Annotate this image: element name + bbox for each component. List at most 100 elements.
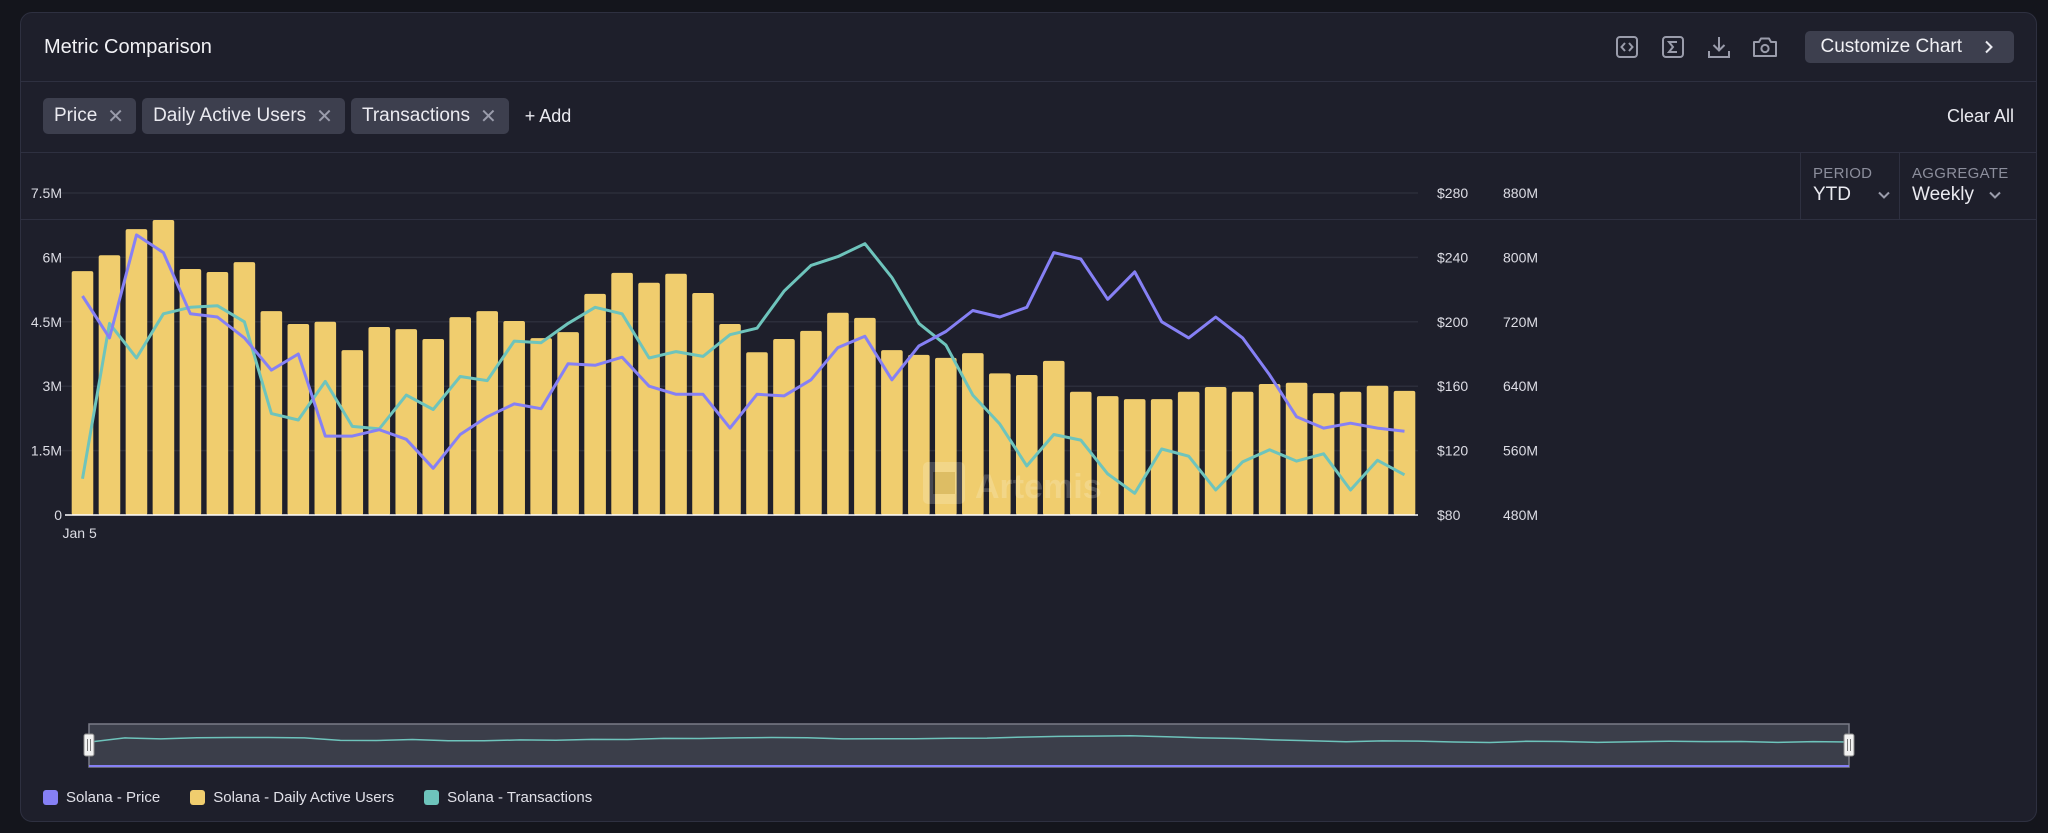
dau-bar[interactable] — [1393, 390, 1416, 515]
chip-label: Price — [54, 105, 98, 126]
y-tick-left: 7.5M — [31, 185, 62, 201]
dau-bar[interactable] — [1339, 391, 1362, 515]
dau-bar[interactable] — [530, 338, 552, 515]
dau-bar[interactable] — [98, 255, 121, 515]
range-handle-left[interactable] — [83, 733, 95, 757]
embed-icon[interactable] — [1613, 33, 1641, 61]
dau-bar[interactable] — [1231, 391, 1254, 515]
dau-bar[interactable] — [1042, 360, 1065, 515]
chip-label: Transactions — [361, 105, 470, 126]
dau-bar[interactable] — [773, 338, 795, 515]
dau-bar[interactable] — [719, 323, 741, 515]
x-tick-label: Jan 5 — [62, 525, 96, 541]
period-label: PERIOD — [1813, 165, 1873, 182]
aggregate-select[interactable]: AGGREGATE Weekly — [1899, 153, 2032, 219]
artemis-watermark: Artemis — [923, 462, 1102, 506]
chart-plot[interactable]: 0 $80 480M 1.5M $120 560M 3M $160 640M 4.5M $200 72… — [21, 173, 2036, 793]
dau-bar[interactable] — [1150, 399, 1173, 515]
card-header: Metric Comparison Customize Chart — [21, 13, 2036, 82]
dau-bar[interactable] — [449, 317, 472, 515]
range-navigator[interactable] — [88, 723, 1850, 768]
sigma-icon[interactable] — [1659, 33, 1687, 61]
dau-bar[interactable] — [935, 357, 957, 515]
dau-bar[interactable] — [179, 268, 202, 515]
remove-icon[interactable]: ✕ — [480, 105, 497, 128]
legend-item-price[interactable]: Solana - Price — [43, 789, 160, 806]
period-select[interactable]: PERIOD YTD — [1800, 153, 1899, 219]
legend-item-daily-active-users[interactable]: Solana - Daily Active Users — [190, 789, 394, 806]
dau-bar[interactable] — [206, 271, 229, 515]
dau-bar[interactable] — [584, 293, 606, 515]
dau-bar[interactable] — [638, 282, 660, 515]
dau-bar[interactable] — [368, 326, 391, 515]
dau-bar[interactable] — [692, 293, 714, 515]
legend-swatch — [424, 790, 440, 805]
dau-bar[interactable] — [422, 338, 445, 515]
customize-chart-label: Customize Chart — [1820, 36, 1963, 57]
legend-swatch — [190, 790, 206, 805]
dau-bar[interactable] — [476, 311, 498, 515]
remove-icon[interactable]: ✕ — [316, 105, 333, 128]
clear-all-button[interactable]: Clear All — [1946, 106, 2014, 126]
download-icon[interactable] — [1705, 33, 1733, 61]
add-metric-button[interactable]: + Add — [524, 105, 572, 126]
remove-icon[interactable]: ✕ — [107, 105, 125, 128]
aggregate-label: AGGREGATE — [1912, 165, 2009, 182]
dau-bar[interactable] — [962, 353, 984, 515]
dau-bar[interactable] — [827, 312, 849, 515]
dau-bar[interactable] — [1069, 391, 1092, 515]
y-tick-transactions: 800M — [1503, 249, 1538, 265]
metric-chips-bar: Price ✕ Daily Active Users ✕ Transaction… — [21, 82, 2036, 153]
transactions-line[interactable] — [81, 242, 1406, 495]
dau-bar[interactable] — [125, 229, 148, 515]
y-tick-left: 3M — [43, 378, 62, 394]
legend-item-transactions[interactable]: Solana - Transactions — [424, 789, 592, 806]
dau-bar[interactable] — [800, 330, 822, 515]
dau-bar[interactable] — [1015, 375, 1038, 515]
dau-bar[interactable] — [557, 332, 579, 515]
y-tick-price: $160 — [1437, 378, 1468, 394]
dau-bar[interactable] — [1123, 399, 1146, 515]
customize-chart-button[interactable]: Customize Chart — [1804, 31, 2014, 63]
dau-bar[interactable] — [152, 220, 175, 515]
price-line[interactable] — [81, 233, 1405, 470]
dau-bar[interactable] — [1366, 385, 1389, 515]
range-handle-right[interactable] — [1843, 733, 1855, 757]
y-tick-price: $240 — [1437, 249, 1468, 265]
dau-bar[interactable] — [1204, 387, 1227, 515]
toolbar: Customize Chart — [1613, 31, 2014, 63]
chip-label: Daily Active Users — [153, 105, 307, 126]
y-tick-transactions: 560M — [1503, 443, 1538, 459]
y-tick-price: $200 — [1437, 314, 1468, 330]
dau-bar[interactable] — [1096, 396, 1119, 515]
y-tick-price: $80 — [1437, 507, 1461, 523]
y-tick-transactions: 720M — [1503, 314, 1538, 330]
dau-bar[interactable] — [233, 262, 256, 515]
dau-bar[interactable] — [989, 373, 1011, 515]
dau-bar[interactable] — [314, 321, 337, 515]
chart-legend: Solana - Price Solana - Daily Active Use… — [43, 789, 592, 806]
chart-controls: PERIOD YTD AGGREGATE Weekly — [21, 153, 2036, 220]
dau-bar[interactable] — [746, 352, 768, 515]
metric-chip-daily-active-users: Daily Active Users ✕ — [142, 98, 345, 134]
y-tick-left: 1.5M — [31, 443, 62, 459]
legend-swatch — [43, 790, 58, 805]
legend-label: Solana - Daily Active Users — [213, 789, 395, 806]
dau-bar[interactable] — [854, 317, 876, 515]
y-tick-price: $120 — [1437, 443, 1468, 459]
dau-bar[interactable] — [881, 350, 903, 515]
dau-bar[interactable] — [1177, 391, 1200, 515]
dau-bar[interactable] — [611, 272, 633, 515]
camera-icon[interactable] — [1751, 33, 1779, 61]
metric-chip-price: Price ✕ — [43, 98, 137, 134]
dau-bar[interactable] — [395, 329, 418, 515]
dau-bar[interactable] — [908, 354, 930, 515]
dau-bar[interactable] — [503, 320, 525, 515]
y-tick-transactions: 480M — [1503, 507, 1538, 523]
chevron-down-icon — [1878, 191, 1890, 199]
dau-bar[interactable] — [341, 350, 364, 515]
metric-chip-transactions: Transactions ✕ — [350, 98, 509, 134]
dau-bar[interactable] — [1285, 382, 1308, 515]
y-tick-left: 0 — [54, 507, 62, 523]
aggregate-value: Weekly — [1912, 184, 1974, 205]
